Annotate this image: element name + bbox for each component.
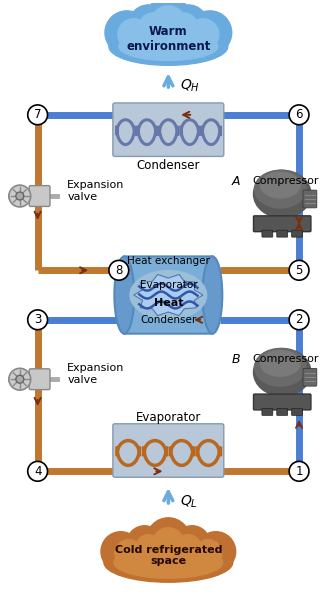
Text: $Q_L$: $Q_L$ — [180, 494, 198, 510]
Text: Evaporator: Evaporator — [136, 411, 201, 423]
Circle shape — [139, 13, 168, 43]
Circle shape — [289, 105, 309, 125]
Ellipse shape — [114, 256, 134, 334]
Ellipse shape — [203, 256, 222, 334]
Text: B: B — [232, 353, 240, 366]
Text: Condenser: Condenser — [137, 159, 200, 173]
Circle shape — [109, 261, 129, 280]
Circle shape — [28, 105, 47, 125]
Ellipse shape — [114, 546, 223, 578]
Text: 8: 8 — [115, 264, 123, 277]
FancyBboxPatch shape — [292, 409, 302, 415]
Circle shape — [127, 526, 162, 561]
Circle shape — [289, 461, 309, 481]
Circle shape — [28, 310, 47, 329]
FancyBboxPatch shape — [29, 369, 50, 389]
Text: Expansion
valve: Expansion valve — [67, 180, 125, 202]
Text: Evaporator: Evaporator — [139, 280, 197, 290]
Ellipse shape — [129, 270, 207, 320]
Circle shape — [118, 19, 150, 50]
Text: 7: 7 — [34, 108, 41, 122]
Text: 5: 5 — [295, 264, 303, 277]
Text: Compressor: Compressor — [252, 355, 319, 364]
FancyBboxPatch shape — [303, 190, 317, 208]
Circle shape — [28, 461, 47, 481]
Ellipse shape — [260, 350, 300, 376]
FancyBboxPatch shape — [253, 216, 311, 232]
Circle shape — [174, 526, 210, 561]
Circle shape — [105, 11, 149, 55]
Text: Condenser: Condenser — [140, 314, 197, 325]
Circle shape — [16, 375, 24, 383]
Ellipse shape — [254, 170, 306, 208]
Text: Cold refrigerated
space: Cold refrigerated space — [115, 544, 222, 566]
Circle shape — [151, 6, 186, 41]
Circle shape — [136, 535, 161, 561]
Circle shape — [9, 185, 31, 207]
Text: Warm
environment: Warm environment — [126, 25, 211, 53]
Ellipse shape — [260, 173, 300, 198]
Text: A: A — [232, 175, 240, 187]
FancyBboxPatch shape — [262, 230, 273, 237]
Ellipse shape — [253, 349, 311, 396]
FancyBboxPatch shape — [277, 230, 288, 237]
Ellipse shape — [109, 28, 228, 65]
Circle shape — [175, 535, 201, 561]
FancyBboxPatch shape — [253, 394, 311, 410]
Circle shape — [289, 261, 309, 280]
Circle shape — [144, 0, 192, 44]
Circle shape — [194, 540, 222, 567]
Text: Heat: Heat — [154, 298, 183, 308]
Circle shape — [168, 13, 198, 43]
FancyBboxPatch shape — [262, 409, 273, 415]
Circle shape — [196, 532, 236, 571]
Ellipse shape — [253, 170, 311, 218]
Text: 4: 4 — [34, 465, 41, 478]
Text: Heat exchanger: Heat exchanger — [127, 256, 210, 266]
Ellipse shape — [119, 32, 218, 60]
FancyBboxPatch shape — [303, 368, 317, 386]
FancyBboxPatch shape — [277, 409, 288, 415]
Ellipse shape — [254, 349, 306, 386]
Ellipse shape — [104, 543, 233, 582]
Text: $Q_H$: $Q_H$ — [180, 78, 200, 94]
FancyBboxPatch shape — [113, 103, 224, 156]
FancyBboxPatch shape — [292, 230, 302, 237]
FancyBboxPatch shape — [29, 186, 50, 207]
FancyBboxPatch shape — [113, 423, 224, 477]
Circle shape — [16, 192, 24, 200]
FancyBboxPatch shape — [124, 256, 212, 334]
Circle shape — [153, 528, 184, 559]
Circle shape — [289, 310, 309, 329]
Text: Compressor: Compressor — [252, 176, 319, 186]
Text: 6: 6 — [295, 108, 303, 122]
Circle shape — [9, 368, 31, 390]
Circle shape — [129, 5, 168, 44]
Text: 1: 1 — [295, 465, 303, 478]
Text: 2: 2 — [295, 313, 303, 326]
Circle shape — [146, 518, 190, 561]
Text: 3: 3 — [34, 313, 41, 326]
Polygon shape — [134, 274, 203, 316]
Circle shape — [187, 19, 219, 50]
Circle shape — [101, 532, 140, 571]
Text: Expansion
valve: Expansion valve — [67, 364, 125, 385]
Circle shape — [188, 11, 232, 55]
Circle shape — [115, 540, 142, 567]
Circle shape — [168, 5, 208, 44]
